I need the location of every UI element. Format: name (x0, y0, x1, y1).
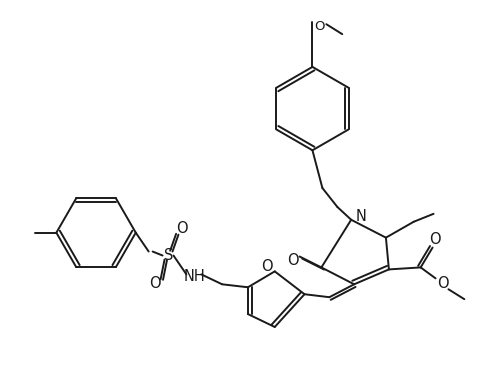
Text: O: O (177, 221, 188, 236)
Text: S: S (164, 248, 173, 263)
Text: NH: NH (183, 269, 205, 284)
Text: N: N (355, 209, 366, 224)
Text: O: O (437, 276, 448, 291)
Text: O: O (429, 232, 440, 247)
Text: O: O (261, 259, 273, 274)
Text: O: O (314, 20, 324, 33)
Text: O: O (287, 253, 299, 268)
Text: O: O (149, 276, 160, 291)
